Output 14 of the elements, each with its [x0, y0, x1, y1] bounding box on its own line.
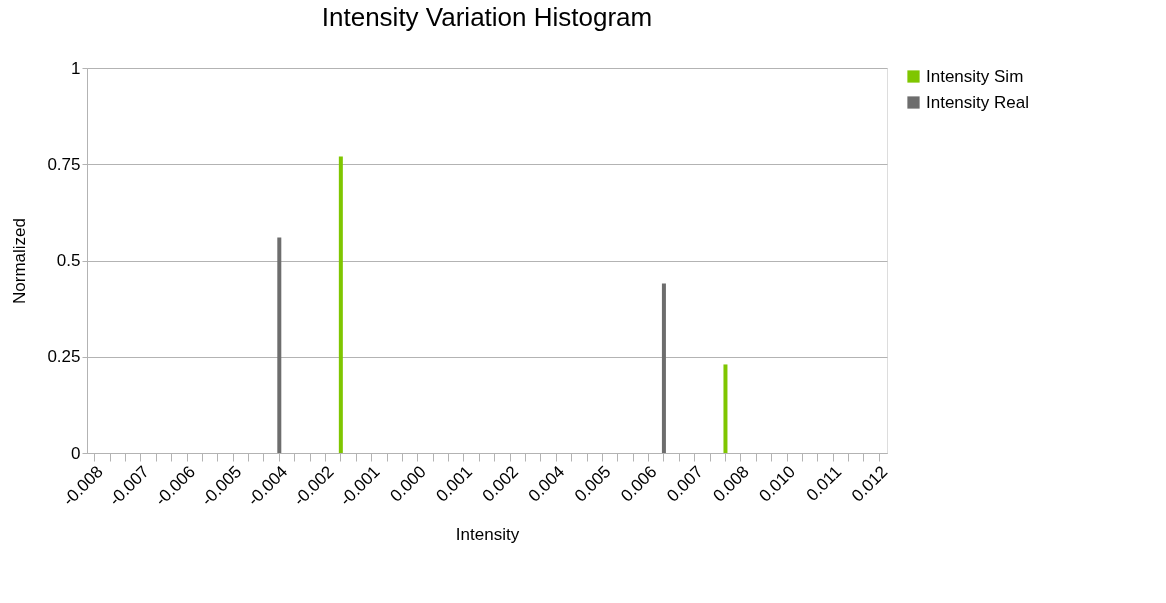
y-tick-label: 0.75 [47, 154, 81, 174]
legend-label: Intensity Sim [926, 66, 1024, 86]
x-axis-title: Intensity [455, 524, 520, 544]
bar [338, 156, 343, 453]
chart-title: Intensity Variation Histogram [321, 2, 653, 32]
bar [661, 283, 666, 453]
bar [723, 364, 728, 453]
y-tick-label: 0.25 [47, 347, 81, 367]
legend-label: Intensity Real [926, 92, 1029, 112]
y-tick-label: 1 [71, 58, 81, 78]
bar [277, 237, 282, 453]
y-axis-title: Normalized [10, 218, 30, 304]
y-tick-label: 0 [71, 443, 81, 463]
y-tick-label: 0.5 [56, 251, 81, 270]
